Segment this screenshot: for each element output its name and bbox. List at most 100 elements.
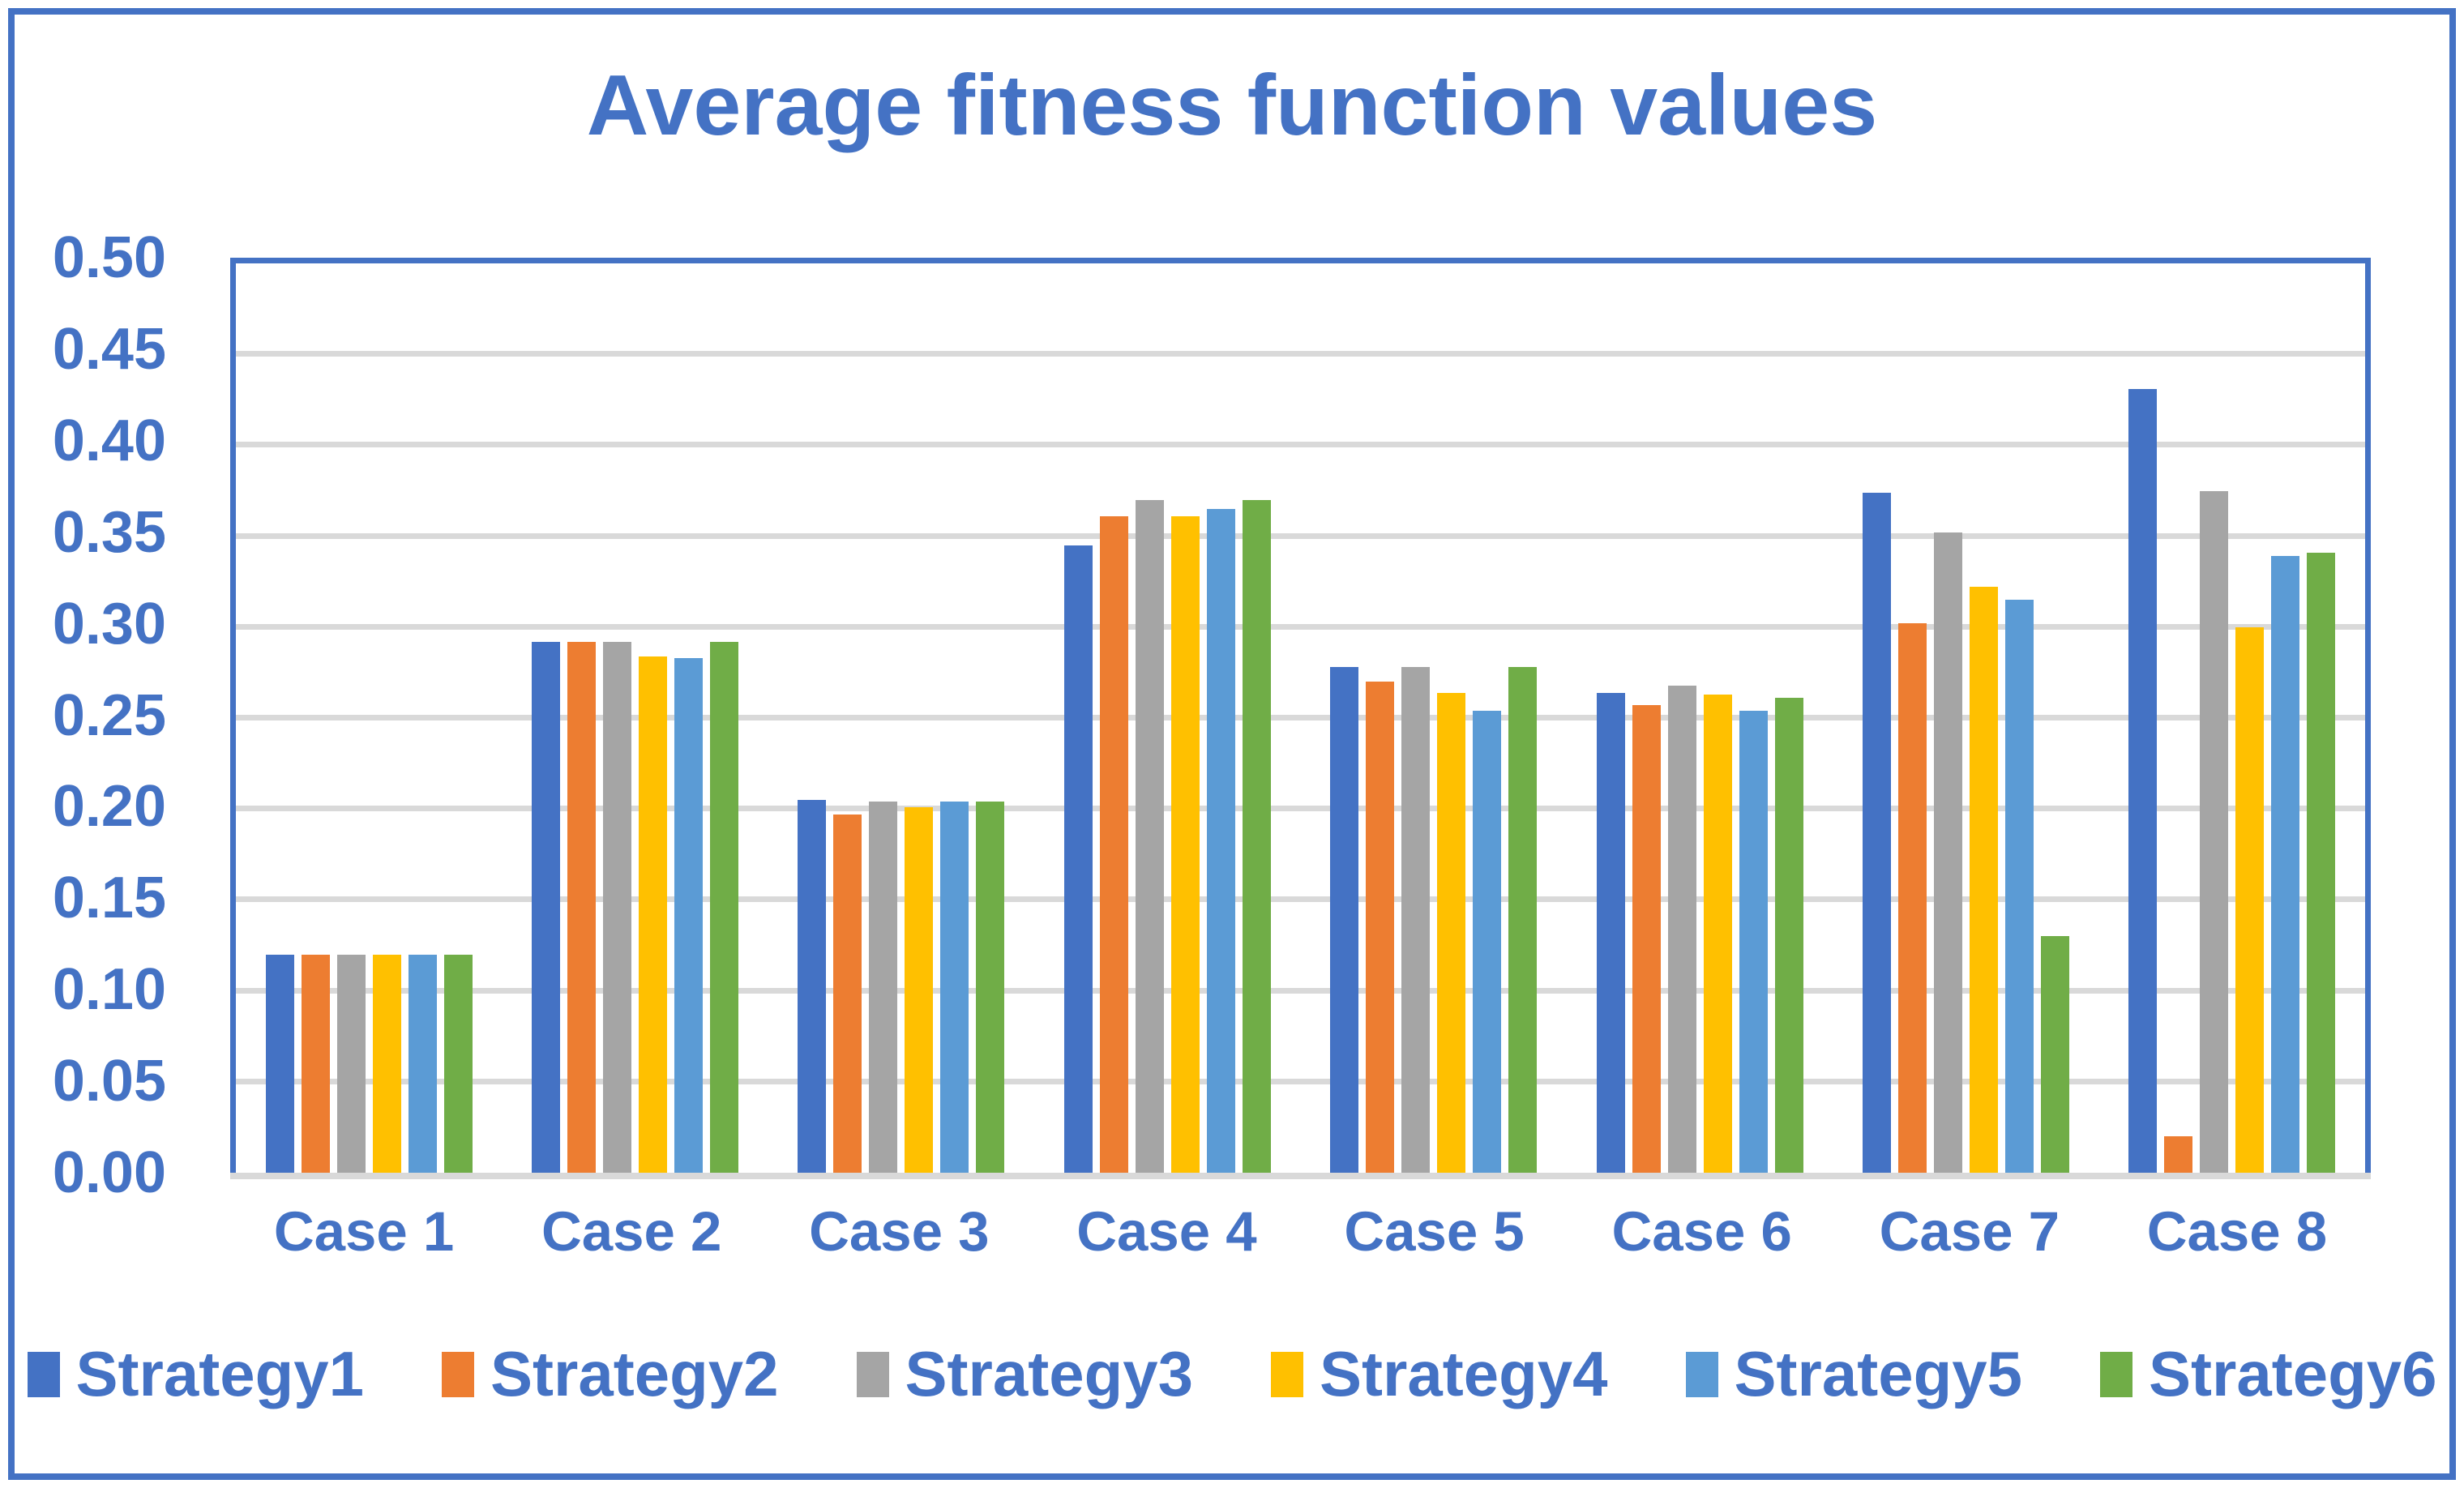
legend-item-strategy5: Strategy5 [1685,1337,2022,1411]
bar-strategy1-case-6 [1596,692,1625,1173]
bar-strategy4-case-3 [905,806,934,1173]
bar-strategy4-case-1 [372,954,401,1173]
x-category-label: Case 8 [2146,1200,2328,1263]
legend-swatch-icon [442,1351,474,1397]
bar-group-case-4 [1034,263,1300,1173]
legend-item-strategy2: Strategy2 [442,1337,779,1411]
bar-strategy1-case-4 [1063,545,1093,1173]
bar-strategy3-case-4 [1135,499,1164,1173]
bar-groups [236,263,2365,1173]
y-tick-label: 0.00 [52,1140,166,1205]
bar-strategy3-case-2 [603,641,632,1173]
x-category-label: Case 6 [1611,1200,1792,1263]
y-axis: 0.00 0.05 0.10 0.15 0.20 0.25 0.30 0.35 0.40 0.45… [15,225,166,1205]
legend-swatch-icon [27,1351,60,1397]
gridline [236,987,2365,994]
x-category-label: Case 5 [1344,1200,1525,1263]
legend-label: Strategy1 [75,1338,365,1409]
bar-group-case-7 [1833,263,2098,1173]
legend-label: Strategy2 [490,1338,779,1409]
bar-strategy4-case-6 [1703,694,1732,1173]
bar-strategy1-case-3 [798,799,827,1173]
plot-area [230,258,2371,1179]
bar-group-case-3 [768,263,1034,1173]
bar-strategy5-case-2 [674,657,704,1173]
legend-swatch-icon [1271,1351,1303,1397]
bar-strategy6-case-1 [443,954,473,1173]
bar-strategy6-case-8 [2307,552,2336,1173]
legend-label: Strategy6 [2149,1338,2437,1409]
bar-strategy1-case-8 [2128,388,2158,1173]
x-axis-labels: Case 1 Case 2 Case 3 Case 4 Case 5 Case 6 Case… [230,1199,2371,1264]
bar-strategy3-case-3 [869,802,898,1173]
bar-strategy5-case-6 [1739,711,1768,1173]
bar-strategy5-case-1 [408,954,437,1173]
legend-label: Strategy4 [1320,1338,1608,1409]
legend: Strategy1 Strategy2 Strategy3 Strategy4 Stra… [15,1337,2449,1411]
bar-strategy6-case-2 [710,641,739,1173]
y-tick-label: 0.20 [52,774,166,840]
bar-strategy1-case-7 [1862,492,1891,1173]
gridline [236,896,2365,903]
legend-swatch-icon [2100,1351,2132,1397]
bar-strategy2-case-6 [1632,705,1661,1173]
bar-group-case-1 [236,263,502,1173]
x-category-label: Case 2 [541,1200,722,1263]
legend-item-strategy4: Strategy4 [1271,1337,1608,1411]
gridline [236,532,2365,539]
bar-strategy4-case-4 [1170,515,1200,1173]
bar-group-case-2 [502,263,768,1173]
x-category-label: Case 1 [273,1200,455,1263]
x-category-label: Case 7 [1879,1200,2060,1263]
bar-strategy6-case-7 [2040,936,2069,1173]
bar-strategy4-case-8 [2235,626,2265,1173]
y-tick-label: 0.50 [52,225,166,290]
bar-strategy5-case-4 [1206,508,1235,1173]
bar-strategy3-case-1 [336,954,366,1173]
bar-strategy5-case-3 [940,802,969,1173]
gridline [236,442,2365,448]
bar-group-case-5 [1301,263,1567,1173]
gridline [236,1078,2365,1084]
legend-item-strategy6: Strategy6 [2100,1337,2437,1411]
bar-strategy4-case-7 [1969,587,1998,1173]
gridline [236,623,2365,630]
y-tick-label: 0.25 [52,682,166,748]
bar-strategy3-case-7 [1933,532,1962,1173]
bar-strategy2-case-7 [1897,623,1927,1173]
y-tick-label: 0.05 [52,1049,166,1114]
bar-strategy3-case-8 [2200,490,2229,1173]
bar-strategy6-case-5 [1508,667,1538,1173]
y-tick-label: 0.35 [52,499,166,565]
y-tick-label: 0.10 [52,957,166,1023]
x-axis-line [230,1173,2371,1179]
bar-strategy5-case-7 [2004,600,2034,1173]
bar-strategy6-case-4 [1242,499,1271,1173]
bar-strategy1-case-1 [265,954,294,1173]
legend-swatch-icon [1685,1351,1718,1397]
bar-strategy4-case-5 [1437,692,1466,1173]
bar-strategy2-case-8 [2164,1136,2193,1173]
bar-strategy2-case-2 [567,641,597,1173]
bar-strategy2-case-5 [1366,682,1395,1173]
bar-strategy5-case-8 [2271,556,2300,1173]
chart-frame: Average fitness function values 0.00 0.05… [8,8,2456,1480]
bar-strategy1-case-5 [1330,667,1359,1173]
gridline [236,351,2365,357]
x-category-label: Case 3 [809,1200,990,1263]
legend-item-strategy1: Strategy1 [27,1337,365,1411]
bar-strategy4-case-2 [639,656,668,1173]
bar-strategy1-case-2 [532,641,561,1173]
y-tick-label: 0.30 [52,591,166,656]
y-tick-label: 0.45 [52,316,166,382]
bar-strategy2-case-1 [301,954,330,1173]
bar-strategy5-case-5 [1473,711,1502,1173]
x-category-label: Case 4 [1076,1200,1257,1263]
bar-strategy2-case-3 [833,814,862,1173]
gridline [236,715,2365,720]
legend-swatch-icon [856,1351,889,1397]
bar-strategy3-case-5 [1401,667,1431,1173]
bar-strategy6-case-3 [976,802,1005,1173]
y-tick-label: 0.40 [52,408,166,473]
chart-title: Average fitness function values [586,58,1878,153]
